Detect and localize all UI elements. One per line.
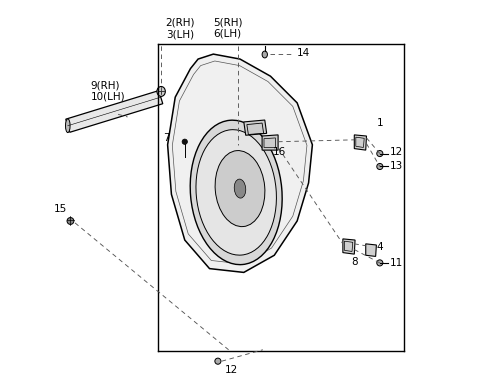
Ellipse shape bbox=[196, 130, 276, 255]
Ellipse shape bbox=[215, 150, 265, 227]
Text: 12: 12 bbox=[389, 147, 403, 157]
Text: 6(LH): 6(LH) bbox=[213, 29, 241, 38]
Text: 9(RH): 9(RH) bbox=[91, 81, 120, 91]
Text: 10(LH): 10(LH) bbox=[91, 91, 125, 101]
Ellipse shape bbox=[377, 260, 383, 266]
Polygon shape bbox=[343, 239, 355, 254]
Text: 4: 4 bbox=[376, 242, 383, 252]
Ellipse shape bbox=[190, 120, 282, 265]
Polygon shape bbox=[244, 120, 267, 135]
Text: 1: 1 bbox=[376, 118, 383, 128]
Text: 14: 14 bbox=[296, 48, 310, 58]
Ellipse shape bbox=[65, 119, 70, 133]
Ellipse shape bbox=[262, 51, 267, 58]
Ellipse shape bbox=[67, 218, 74, 224]
Polygon shape bbox=[262, 135, 278, 150]
Polygon shape bbox=[168, 54, 312, 272]
Text: 12: 12 bbox=[225, 365, 238, 375]
Text: 13: 13 bbox=[389, 162, 403, 171]
Ellipse shape bbox=[234, 179, 246, 198]
Text: 15: 15 bbox=[54, 204, 67, 214]
Text: 8: 8 bbox=[351, 257, 358, 267]
Text: 11: 11 bbox=[389, 258, 403, 268]
Polygon shape bbox=[354, 135, 367, 150]
Text: 7: 7 bbox=[163, 133, 169, 143]
Polygon shape bbox=[66, 91, 163, 132]
Ellipse shape bbox=[215, 358, 221, 364]
Text: 3(LH): 3(LH) bbox=[166, 29, 194, 39]
Polygon shape bbox=[366, 244, 376, 256]
Ellipse shape bbox=[157, 86, 165, 96]
Ellipse shape bbox=[377, 163, 383, 170]
Ellipse shape bbox=[182, 139, 187, 144]
Text: 5(RH): 5(RH) bbox=[213, 17, 243, 27]
Text: 16: 16 bbox=[273, 147, 286, 157]
Text: 2(RH): 2(RH) bbox=[166, 18, 195, 28]
Ellipse shape bbox=[377, 150, 383, 157]
